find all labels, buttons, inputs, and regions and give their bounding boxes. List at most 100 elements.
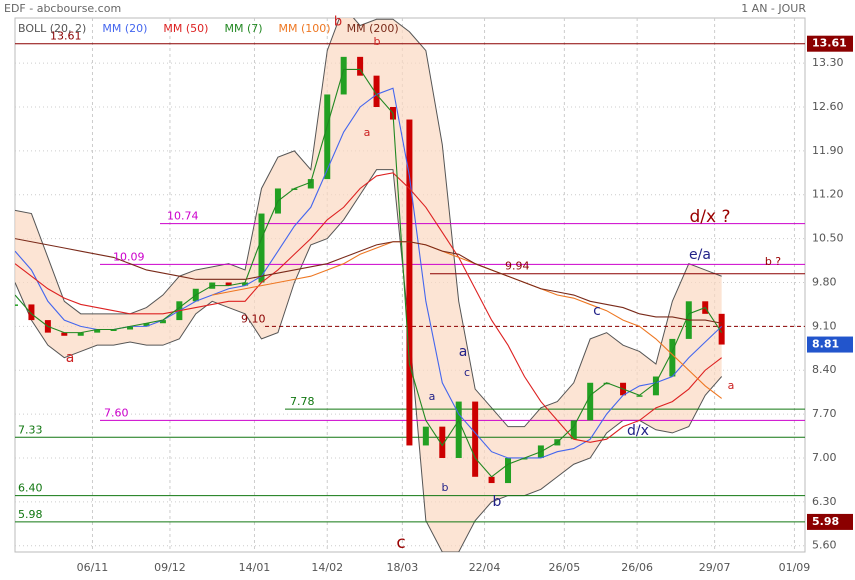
legend-entry: MM (100) [279, 22, 331, 35]
wave-label: b [442, 481, 449, 494]
wave-label: a [364, 126, 371, 139]
y-tick-label: 6.30 [812, 495, 837, 508]
candle [127, 326, 134, 330]
x-tick-label: 09/12 [154, 561, 186, 574]
candle [291, 188, 298, 190]
wave-label: e/a [689, 247, 711, 263]
candle [307, 179, 314, 189]
x-tick-label: 14/02 [311, 561, 343, 574]
x-tick-label: 26/06 [621, 561, 653, 574]
plot [15, 18, 805, 552]
candle [570, 420, 577, 440]
candle [422, 426, 429, 446]
candle [587, 382, 594, 421]
candle [636, 395, 643, 397]
candle [15, 304, 18, 306]
candle [242, 282, 249, 286]
wave-label: a [66, 350, 75, 366]
wave-label: c [464, 366, 470, 379]
y-tick-label: 7.70 [812, 407, 837, 420]
candle [143, 323, 150, 327]
candle [340, 56, 347, 95]
candle [357, 56, 364, 76]
legend-entry: BOLL (20, 2) [18, 22, 86, 35]
candle [61, 332, 68, 336]
candle [406, 119, 413, 446]
candle [521, 457, 528, 460]
legend-entry: MM (7) [224, 22, 262, 35]
wave-label: b [374, 35, 381, 48]
wave-label: a [728, 379, 735, 392]
candle [324, 94, 331, 180]
level-label: 10.74 [167, 210, 199, 223]
wave-label: b [334, 15, 342, 30]
bollinger-upper [15, 18, 722, 428]
price-box-label: 13.61 [812, 37, 847, 50]
y-tick-label: 13.30 [812, 56, 844, 69]
price-box-label: 5.98 [812, 515, 839, 528]
legend-entry: MM (20) [102, 22, 147, 35]
price-box-label: 8.81 [812, 338, 839, 351]
x-tick-label: 26/05 [549, 561, 581, 574]
candle [652, 376, 659, 396]
level-label: 7.60 [104, 406, 129, 419]
wave-label: a [459, 344, 468, 360]
y-tick-label: 8.40 [812, 363, 837, 376]
period: 1 AN - JOUR [741, 2, 806, 15]
y-tick-label: 11.90 [812, 144, 844, 157]
candle [28, 304, 35, 321]
candle [472, 401, 479, 477]
level-label: 7.33 [18, 423, 43, 436]
y-tick-label: 11.20 [812, 188, 844, 201]
candle [159, 320, 166, 324]
x-tick-label: 14/01 [239, 561, 271, 574]
x-tick-label: 22/04 [469, 561, 501, 574]
price-box [807, 513, 853, 530]
candle [718, 313, 725, 345]
candle [669, 338, 676, 377]
candle [455, 401, 462, 458]
price-box [807, 35, 853, 52]
candle [110, 329, 117, 331]
level-label: 10.09 [113, 250, 145, 263]
moving-average [15, 238, 722, 324]
x-tick-label: 18/03 [387, 561, 419, 574]
candle [94, 329, 101, 333]
candle [225, 282, 232, 286]
wave-label: a [429, 390, 436, 403]
level-label: 6.40 [18, 482, 43, 495]
wave-label: d/x ? [689, 207, 730, 227]
price-box [807, 336, 853, 353]
level-label: 5.98 [18, 508, 43, 521]
legend-entry: MM (200) [347, 22, 399, 35]
moving-average [212, 241, 722, 399]
wave-label: c [396, 533, 405, 553]
bollinger-band [15, 18, 722, 552]
wave-label: d/x [627, 423, 649, 439]
candle [603, 382, 610, 385]
x-tick-label: 06/11 [77, 561, 109, 574]
level-label: 7.78 [290, 395, 315, 408]
legend-entry: MM (50) [163, 22, 208, 35]
candle [505, 457, 512, 484]
wave-label: b [493, 494, 502, 510]
level-label: 9.94 [505, 260, 530, 273]
candle [439, 426, 446, 458]
y-tick-label: 12.60 [812, 100, 844, 113]
x-tick-label: 29/07 [699, 561, 731, 574]
x-tick-label: 01/09 [779, 561, 811, 574]
y-tick-label: 9.80 [812, 275, 837, 288]
y-tick-label: 7.00 [812, 451, 837, 464]
candle [258, 213, 265, 283]
level-label: 9.10 [241, 312, 266, 325]
y-tick-label: 10.50 [812, 232, 844, 245]
wave-label: b ? [765, 255, 781, 268]
candle [488, 476, 495, 484]
chart-title: EDF - abcbourse.com [4, 2, 121, 15]
moving-average [15, 172, 722, 443]
y-tick-label: 5.60 [812, 539, 837, 552]
candle [373, 75, 380, 107]
y-tick-label: 9.10 [812, 319, 837, 332]
level-label: 13.61 [50, 30, 82, 43]
